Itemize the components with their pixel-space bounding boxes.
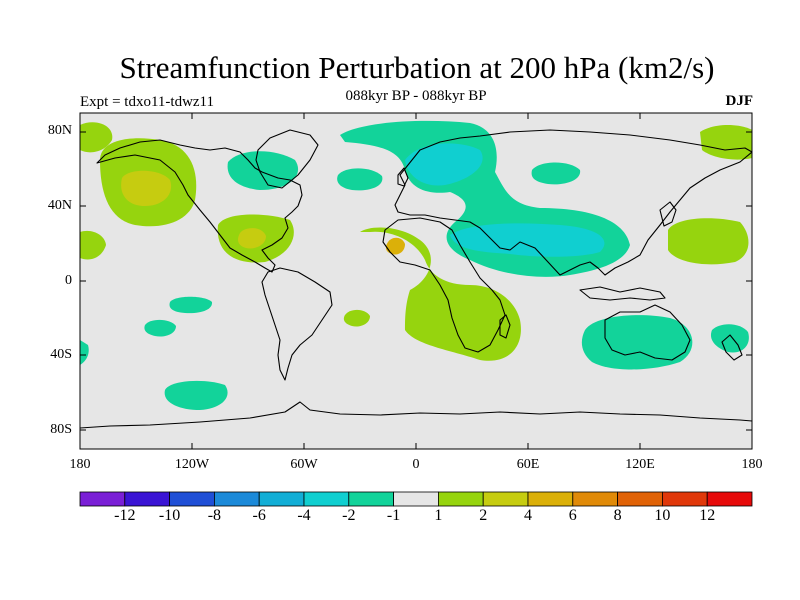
plot-title: Streamfunction Perturbation at 200 hPa (…	[119, 50, 715, 85]
lat-label-40s: 40S	[50, 347, 72, 362]
coastline-north-america	[96, 139, 303, 273]
season-label: DJF	[725, 93, 754, 109]
positive-anomaly-north-pacific-core	[121, 170, 172, 206]
positive-anomaly-atlantic-africa	[360, 227, 521, 361]
colorbar-swatch	[393, 491, 439, 507]
colorbar-swatch	[662, 491, 708, 507]
longitude-ticks	[191, 113, 641, 449]
positive-anomaly-central-pacific-east	[668, 218, 749, 265]
lon-label-60e: 60E	[516, 457, 540, 472]
negative-anomaly-eurasia-core	[405, 143, 483, 186]
colorbar-swatch	[258, 491, 305, 507]
coastline-australia	[604, 304, 691, 361]
colorbar-swatch	[482, 491, 529, 507]
lon-label-120w: 120W	[174, 457, 210, 472]
coastline-uk	[397, 167, 409, 187]
latitude-ticks	[80, 131, 752, 431]
coastline-eurasia	[394, 129, 752, 276]
colorbar-label: -8	[207, 507, 222, 524]
colorbar-label: 10	[654, 507, 671, 524]
colorbar-swatch	[572, 491, 618, 507]
positive-anomaly-atlantic-core	[385, 237, 405, 255]
colorbar-label: -1	[386, 507, 401, 524]
colorbar-swatch	[706, 491, 753, 507]
colorbar-label: -12	[114, 507, 136, 524]
colorbar-swatch	[617, 491, 663, 507]
coastline-madagascar	[499, 314, 511, 339]
positive-anomaly-northeast-edge	[700, 125, 752, 160]
colorbar-label: 8	[613, 507, 622, 524]
negative-anomaly-southeast-pacific	[144, 319, 176, 337]
colorbar-swatch	[213, 491, 260, 507]
colorbar-label: 6	[568, 507, 577, 524]
coastline-south-america	[261, 267, 333, 381]
negative-anomaly-south-asia-core	[450, 223, 605, 257]
colorbar-label: -2	[342, 507, 356, 524]
coastline-indonesia	[579, 286, 666, 301]
lat-label-80n: 80N	[47, 123, 72, 138]
negative-anomaly-tasman	[710, 324, 749, 353]
coastline-new-zealand	[721, 334, 743, 361]
coastline-africa	[382, 217, 506, 353]
colorbar-label: 1	[434, 507, 443, 524]
colorbar-label: 12	[699, 507, 716, 524]
colorbar-swatch	[348, 491, 394, 507]
lon-label-180-east: 180	[741, 457, 763, 472]
negative-anomaly-australia	[581, 315, 693, 370]
positive-anomaly-alaska-edge	[80, 122, 113, 153]
lon-label-60w: 60W	[290, 457, 318, 472]
coastlines	[80, 129, 752, 429]
negative-anomaly-greenland	[227, 151, 299, 190]
colorbar-swatch	[303, 491, 350, 507]
colorbar-label: 4	[524, 507, 532, 524]
lat-label-80s: 80S	[50, 422, 72, 437]
experiment-label: Expt = tdxo11-tdwz11	[80, 94, 214, 110]
negative-anomaly-north-atlantic	[337, 168, 383, 191]
lon-label-180-west: 180	[69, 457, 91, 472]
colorbar-swatch	[437, 491, 484, 507]
colorbar-swatch	[527, 491, 574, 507]
positive-anomalies	[80, 122, 752, 361]
positive-anomaly-south-atlantic	[343, 309, 370, 327]
lat-label-equator: 0	[65, 273, 72, 288]
positive-anomaly-west-pacific-edge	[80, 230, 106, 260]
negative-anomaly-east-asia	[531, 162, 581, 185]
coastline-greenland	[255, 129, 319, 189]
period-label: 088kyr BP - 088kyr BP	[345, 88, 487, 104]
colorbar-swatch	[79, 491, 126, 507]
lon-label-0: 0	[412, 457, 420, 472]
coastline-japan	[659, 201, 677, 227]
positive-anomaly-mexico-core	[238, 228, 266, 249]
negative-anomaly-south-pacific	[164, 380, 228, 410]
colorbar-swatch	[124, 491, 171, 507]
colorbar-label: 2	[479, 507, 488, 524]
colorbar	[79, 491, 753, 507]
negative-anomaly-west-edge	[80, 340, 89, 365]
colorbar-label: -4	[297, 507, 311, 524]
colorbar-label: -6	[252, 507, 266, 524]
lon-label-120e: 120E	[625, 457, 655, 472]
colorbar-swatch	[169, 491, 215, 507]
coastline-antarctica	[80, 401, 752, 429]
negative-anomaly-east-pacific	[169, 296, 213, 314]
colorbar-label: -10	[158, 507, 181, 524]
lat-label-40n: 40N	[47, 198, 72, 213]
